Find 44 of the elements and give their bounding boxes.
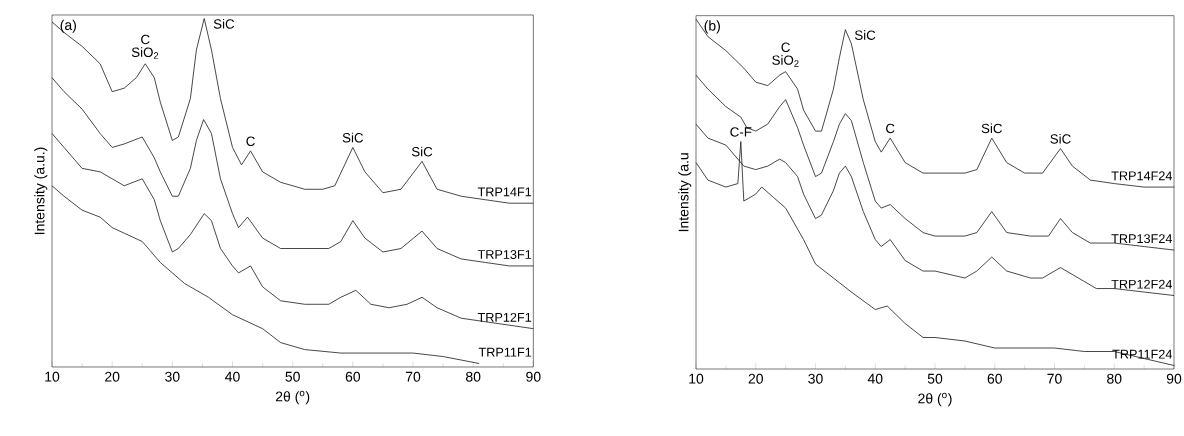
x-tick-label: 40 — [225, 371, 240, 382]
annotation: SiC — [981, 123, 1002, 134]
x-tick-label: 80 — [465, 371, 481, 382]
series-label: TRP14F24 — [1111, 171, 1173, 181]
x-tick-label: 90 — [1166, 373, 1182, 384]
series-label: TRP12F1 — [477, 312, 532, 322]
series-label: TRP12F24 — [1111, 279, 1173, 289]
x-axis-title: 2θ ($^{o}$) — [918, 392, 952, 407]
annotation: SiC — [854, 30, 876, 40]
x-tick-label: 30 — [808, 373, 823, 384]
chart-title: (b) — [704, 20, 720, 34]
x-tick-label: 70 — [405, 371, 421, 382]
x-tick-label: 80 — [1107, 373, 1122, 384]
annotation: C — [781, 42, 790, 53]
x-tick-label: 30 — [165, 371, 180, 382]
series-label: TRP11F1 — [478, 347, 532, 357]
x-tick-label: 60 — [345, 371, 361, 382]
series-label: TRP14F1 — [477, 187, 532, 197]
x-axis-title: 2θ ($^{o}$) — [275, 390, 310, 405]
series-label: TRP13F1 — [477, 250, 532, 259]
annotation: SiO$_{2}$ — [131, 47, 159, 59]
x-tick-label: 50 — [927, 373, 943, 384]
x-tick-label: 20 — [105, 371, 120, 382]
x-tick-label: 40 — [867, 373, 883, 384]
x-tick-label: 50 — [285, 371, 300, 382]
y-axis-title: Intensity (a.u.) — [34, 147, 48, 235]
series-label: TRP13F24 — [1111, 234, 1173, 244]
annotation: SiC — [1050, 133, 1071, 144]
x-tick-label: 10 — [45, 371, 60, 382]
x-tick-label: 70 — [1047, 373, 1062, 384]
chart-title: (a) — [60, 19, 76, 33]
annotation: SiC — [342, 132, 364, 143]
x-tick-label: 10 — [689, 373, 704, 384]
annotation: C — [141, 34, 150, 45]
annotation: C — [886, 123, 895, 134]
annotation: SiC — [213, 18, 235, 29]
annotation: C-F — [730, 127, 752, 137]
y-axis-title: Intensity (a.u — [678, 153, 692, 232]
x-tick-label: 20 — [748, 373, 763, 384]
x-tick-label: 60 — [987, 373, 1002, 384]
annotation: C — [246, 136, 255, 146]
x-tick-label: 90 — [526, 371, 541, 382]
annotation: SiC — [411, 146, 433, 157]
annotation: SiO$_{2}$ — [772, 55, 799, 67]
